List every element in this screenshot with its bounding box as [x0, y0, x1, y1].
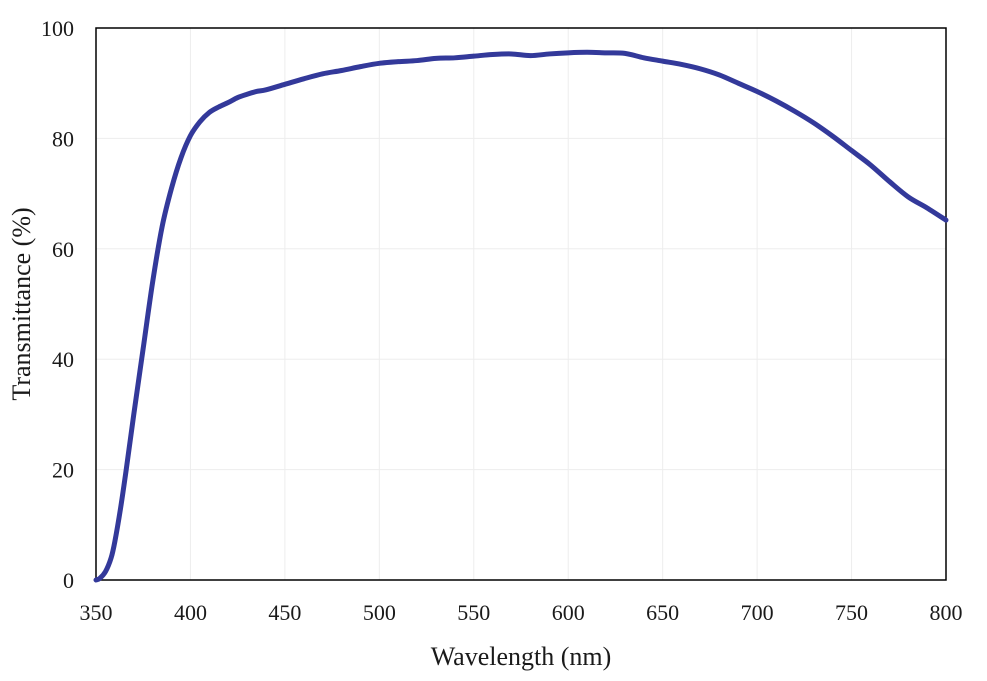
- y-tick-label: 100: [41, 16, 74, 41]
- x-axis-title: Wavelength (nm): [431, 642, 612, 671]
- y-tick-label: 80: [52, 126, 74, 151]
- plot-frame: [95, 27, 947, 581]
- x-tick-label: 600: [552, 600, 585, 625]
- y-tick-label: 40: [52, 347, 74, 372]
- transmittance-series-line: [93, 49, 949, 583]
- x-tick-label: 450: [268, 600, 301, 625]
- y-tick-label: 0: [63, 568, 74, 593]
- x-tick-label: 500: [363, 600, 396, 625]
- x-tick-label: 700: [741, 600, 774, 625]
- series-layer: [93, 49, 949, 583]
- y-tick-labels: 0 20 40 60 80 100: [41, 16, 74, 593]
- grid-lines: [96, 28, 946, 580]
- x-tick-label: 750: [835, 600, 868, 625]
- x-tick-label: 650: [646, 600, 679, 625]
- x-tick-label: 550: [457, 600, 490, 625]
- y-axis-title: Transmittance (%): [7, 207, 36, 400]
- y-tick-label: 60: [52, 237, 74, 262]
- x-tick-label: 400: [174, 600, 207, 625]
- x-tick-label: 350: [80, 600, 113, 625]
- y-tick-label: 20: [52, 458, 74, 483]
- x-tick-labels: 350 400 450 500 550 600 650 700 750 800: [80, 600, 963, 625]
- x-tick-label: 800: [930, 600, 963, 625]
